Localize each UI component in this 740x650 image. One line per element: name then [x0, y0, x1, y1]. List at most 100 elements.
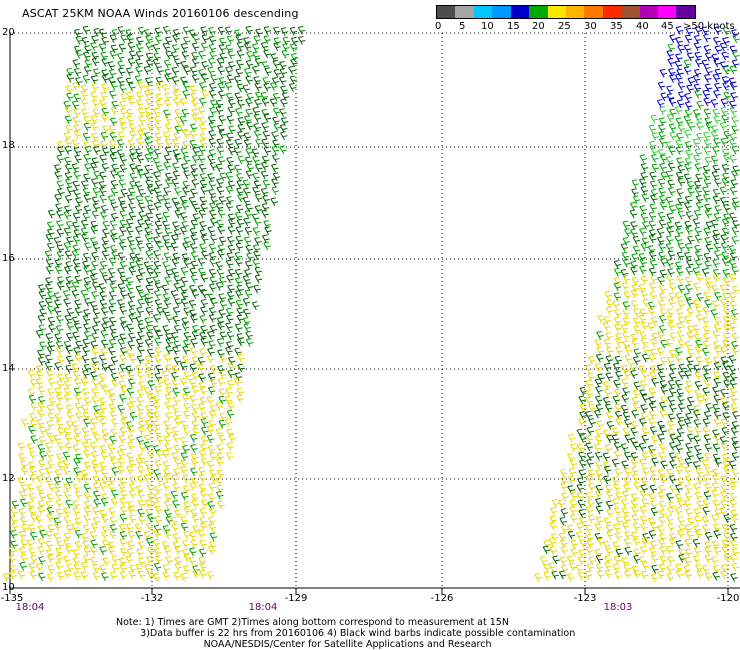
- wind-barb: [666, 221, 675, 231]
- wind-barb: [714, 68, 723, 78]
- wind-barb: [183, 307, 191, 316]
- wind-barb: [632, 356, 641, 365]
- wind-barb: [146, 450, 155, 459]
- wind-barb: [38, 572, 46, 582]
- wind-barb: [279, 145, 287, 155]
- wind-barb: [11, 522, 20, 531]
- wind-barb: [143, 89, 152, 99]
- wind-barb: [677, 197, 685, 207]
- time-label-left: 18:04: [15, 602, 45, 613]
- wind-barb: [83, 323, 91, 333]
- wind-barb: [206, 396, 215, 405]
- wind-barb: [173, 90, 181, 99]
- wind-barb: [704, 546, 712, 556]
- wind-barb: [731, 125, 739, 134]
- wind-barb: [615, 346, 623, 356]
- wind-barb: [647, 322, 656, 332]
- wind-barb: [57, 441, 65, 451]
- wind-barb: [674, 235, 683, 245]
- wind-barb: [227, 369, 235, 379]
- wind-barb: [189, 547, 197, 557]
- wind-barb: [126, 425, 135, 435]
- wind-barb: [64, 373, 72, 382]
- wind-barb: [264, 226, 272, 236]
- wind-barb: [84, 500, 92, 510]
- wind-barb: [119, 226, 127, 235]
- wind-barb: [613, 379, 621, 389]
- wind-barb: [696, 500, 704, 510]
- wind-barb: [82, 132, 91, 142]
- wind-barb: [269, 98, 278, 108]
- wind-barb: [137, 345, 145, 355]
- wind-barb: [215, 163, 224, 173]
- wind-barb: [648, 493, 657, 502]
- wind-barb: [225, 139, 234, 148]
- wind-barb: [713, 377, 721, 387]
- wind-barb: [710, 99, 719, 108]
- wind-barb: [659, 443, 667, 452]
- wind-barb: [693, 419, 702, 428]
- wind-barb: [152, 401, 161, 411]
- wind-barb: [174, 562, 183, 572]
- wind-barb: [146, 484, 155, 493]
- wind-barb: [615, 370, 623, 380]
- wind-barb: [281, 49, 290, 59]
- lat-label-12: 12: [2, 473, 15, 484]
- wind-barb: [198, 373, 206, 383]
- wind-barb: [154, 555, 163, 565]
- wind-barb: [38, 459, 46, 469]
- wind-barb: [694, 234, 703, 244]
- wind-barb: [182, 345, 190, 355]
- wind-barb: [135, 58, 143, 68]
- wind-barb: [74, 154, 82, 164]
- wind-barb: [731, 226, 740, 236]
- wind-barb: [703, 491, 712, 501]
- wind-barb: [191, 514, 200, 524]
- wind-barb: [712, 429, 720, 439]
- wind-barb: [208, 82, 217, 92]
- wind-barb: [227, 218, 236, 228]
- wind-barb: [191, 74, 200, 84]
- wind-barb: [677, 420, 686, 429]
- wind-barb: [72, 549, 81, 559]
- wind-barb: [162, 571, 171, 580]
- wind-barb: [66, 67, 74, 77]
- wind-barb: [218, 309, 226, 318]
- wind-barb: [190, 338, 198, 348]
- wind-barb: [146, 147, 155, 156]
- wind-barb: [71, 163, 80, 173]
- wind-barb: [640, 242, 649, 252]
- wind-barb: [91, 157, 100, 167]
- wind-barb: [667, 379, 676, 389]
- wind-barb: [235, 323, 243, 333]
- wind-barb: [183, 530, 191, 540]
- wind-barb: [542, 545, 551, 555]
- wind-barb: [100, 140, 108, 150]
- wind-barb: [135, 164, 143, 174]
- wind-barb: [658, 242, 666, 252]
- wind-barb: [704, 452, 712, 462]
- wind-barb: [118, 380, 127, 390]
- wind-barb: [156, 449, 164, 459]
- wind-barb: [657, 570, 665, 580]
- wind-barb: [702, 474, 711, 483]
- wind-barb: [650, 522, 658, 532]
- wind-barb: [666, 113, 675, 123]
- wind-barb: [693, 34, 702, 44]
- wind-barb: [192, 203, 200, 213]
- wind-barb: [48, 324, 56, 333]
- wind-barb: [119, 100, 127, 110]
- wind-barb: [173, 468, 181, 477]
- wind-barb: [127, 441, 135, 451]
- wind-barb: [198, 82, 207, 91]
- wind-barb: [81, 180, 89, 190]
- wind-barb: [696, 292, 704, 302]
- wind-barb: [201, 73, 209, 83]
- wind-barb: [172, 221, 180, 231]
- wind-barb: [192, 146, 200, 156]
- wind-barb: [218, 276, 227, 286]
- wind-barb: [91, 178, 99, 187]
- wind-barb: [253, 250, 261, 260]
- wind-barb: [92, 187, 101, 196]
- wind-barb: [219, 412, 227, 422]
